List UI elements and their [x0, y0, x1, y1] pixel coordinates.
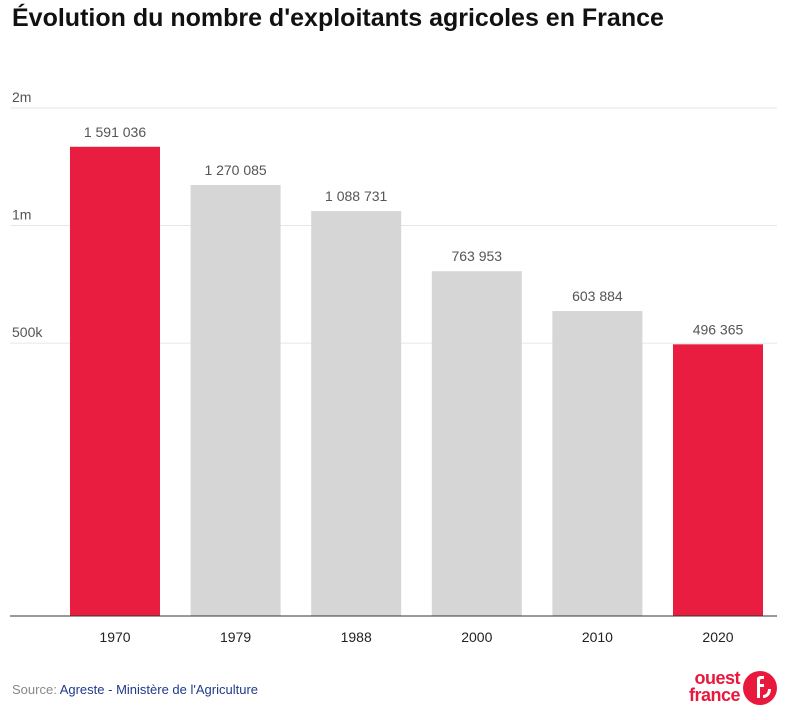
ouest-france-logo: ouest france	[668, 668, 780, 712]
bar-chart: 500k 1m 2m 1 591 036 1 270 085 1 088 731 763 …	[10, 89, 777, 645]
y-tick-label: 2m	[12, 89, 31, 105]
bar-value-label: 1 088 731	[325, 188, 387, 204]
bar	[190, 184, 281, 616]
logo-wordmark: ouest france	[668, 668, 741, 705]
x-tick-label: 2000	[461, 629, 492, 645]
bar-value-label: 1 270 085	[204, 162, 266, 178]
y-tick-label: 1m	[12, 207, 31, 223]
x-tick-label: 2010	[582, 629, 613, 645]
logo-line-2: france	[688, 685, 741, 705]
bar	[311, 211, 402, 616]
bar-value-label: 496 365	[693, 321, 744, 337]
bar	[673, 344, 763, 616]
x-tick-label: 1970	[99, 629, 130, 645]
chart-title: Évolution du nombre d'exploitants agrico…	[12, 4, 664, 32]
value-labels: 1 591 036 1 270 085 1 088 731 763 953 603 88…	[84, 124, 744, 338]
logo-line-1: ouest	[694, 668, 740, 688]
bar-value-label: 1 591 036	[84, 124, 146, 140]
x-tick-label: 1988	[341, 629, 372, 645]
ouest-france-emblem-icon	[743, 671, 777, 705]
bar	[431, 271, 522, 616]
bar-value-label: 763 953	[451, 248, 502, 264]
bar	[552, 311, 643, 616]
source-link-ministere[interactable]: Ministère de l'Agriculture	[116, 682, 259, 697]
source-note: Source: Agreste - Ministère de l'Agricul…	[12, 682, 258, 697]
bar	[70, 146, 160, 617]
x-tick-label: 2020	[702, 629, 733, 645]
source-link-agreste[interactable]: Agreste	[59, 682, 105, 697]
y-tick-label: 500k	[12, 324, 43, 340]
x-tick-labels: 1970 1979 1988 2000 2010 2020	[99, 629, 733, 645]
bars	[70, 146, 763, 617]
bar-value-label: 603 884	[572, 288, 623, 304]
source-label: Source:	[12, 682, 60, 697]
x-tick-label: 1979	[220, 629, 251, 645]
source-separator: -	[104, 682, 117, 697]
